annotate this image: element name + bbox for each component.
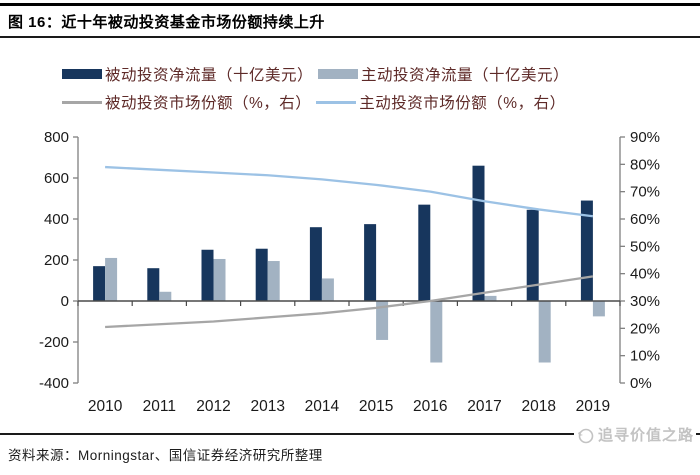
svg-text:90%: 90%: [630, 129, 660, 146]
svg-text:0%: 0%: [630, 375, 652, 392]
figure-header: 图 16：近十年被动投资基金市场份额持续上升: [0, 8, 700, 38]
watermark: 追寻价值之路: [573, 424, 696, 445]
legend-row-lines: 被动投资市场份额（%，右） 主动投资市场份额（%，右）: [62, 88, 662, 116]
x-axis: [77, 300, 621, 306]
svg-text:2015: 2015: [359, 398, 393, 415]
line-passive-share: [105, 275, 594, 329]
legend-swatch-active-flow: [318, 69, 359, 79]
right-axis-ticks: 90% 80% 70% 60% 50% 40% 30% 20% 10% 0%: [620, 129, 660, 392]
line-active-share: [105, 165, 594, 218]
svg-text:400: 400: [44, 211, 69, 228]
figure-title: 图 16：近十年被动投资基金市场份额持续上升: [8, 14, 325, 31]
svg-text:-200: -200: [39, 334, 69, 351]
legend-item-passive-share: 被动投资市场份额（%，右）: [62, 91, 311, 113]
svg-text:2013: 2013: [250, 398, 284, 415]
svg-text:10%: 10%: [630, 348, 660, 365]
legend-row-bars: 被动投资净流量（十亿美元） 主动投资净流量（十亿美元）: [62, 60, 662, 88]
legend-item-active-share: 主动投资市场份额（%，右）: [316, 91, 565, 113]
svg-text:20%: 20%: [630, 320, 660, 337]
legend-label-passive-flow: 被动投资净流量（十亿美元）: [105, 67, 314, 84]
source-note: 资料来源：Morningstar、国信证券经济研究所整理: [8, 448, 323, 463]
bars-active: [105, 257, 605, 363]
svg-text:2014: 2014: [305, 398, 340, 415]
svg-text:2019: 2019: [576, 398, 610, 415]
svg-text:600: 600: [44, 170, 69, 187]
svg-text:2016: 2016: [413, 398, 447, 415]
left-axis-ticks: 800 600 400 200 0 -200 -400: [39, 129, 78, 392]
svg-text:70%: 70%: [630, 184, 660, 201]
svg-text:60%: 60%: [630, 211, 660, 228]
svg-text:2012: 2012: [196, 398, 230, 415]
svg-text:2010: 2010: [88, 398, 123, 415]
footer-rule: [0, 433, 700, 435]
watermark-logo-icon: [577, 428, 594, 443]
svg-text:-400: -400: [39, 375, 69, 392]
svg-text:2017: 2017: [467, 398, 501, 415]
svg-text:40%: 40%: [630, 266, 660, 283]
svg-text:2011: 2011: [143, 398, 176, 415]
watermark-text: 追寻价值之路: [597, 427, 694, 444]
chart-legend: 被动投资净流量（十亿美元） 主动投资净流量（十亿美元） 被动投资市场份额（%，右…: [62, 60, 662, 116]
svg-text:2018: 2018: [521, 398, 555, 415]
svg-text:0: 0: [61, 293, 69, 310]
bars-passive: [93, 165, 593, 301]
legend-label-active-flow: 主动投资净流量（十亿美元）: [361, 67, 570, 84]
legend-swatch-passive-share: [62, 100, 102, 104]
legend-item-active-flow: 主动投资净流量（十亿美元）: [318, 63, 569, 85]
svg-text:800: 800: [44, 129, 69, 146]
legend-label-passive-share: 被动投资市场份额（%，右）: [105, 95, 312, 112]
legend-swatch-passive-flow: [62, 69, 102, 79]
svg-text:80%: 80%: [630, 156, 660, 173]
legend-swatch-active-share: [316, 100, 357, 104]
legend-item-passive-flow: 被动投资净流量（十亿美元）: [62, 63, 313, 85]
chart-area: 800 600 400 200 0 -200 -400 90% 80% 70% 60% 50% 40% 3…: [0, 123, 700, 425]
legend-label-active-share: 主动投资市场份额（%，右）: [359, 95, 566, 112]
top-rule: [0, 3, 700, 6]
chart-canvas: 800 600 400 200 0 -200 -400 90% 80% 70% 60% 50% 40% 3…: [39, 129, 660, 415]
x-axis-labels: 2010 2011 2012 2013 2014 2015 2016 2017 2018 2019: [88, 398, 610, 415]
svg-text:30%: 30%: [630, 293, 660, 310]
svg-text:200: 200: [44, 252, 69, 269]
svg-text:50%: 50%: [630, 238, 660, 255]
